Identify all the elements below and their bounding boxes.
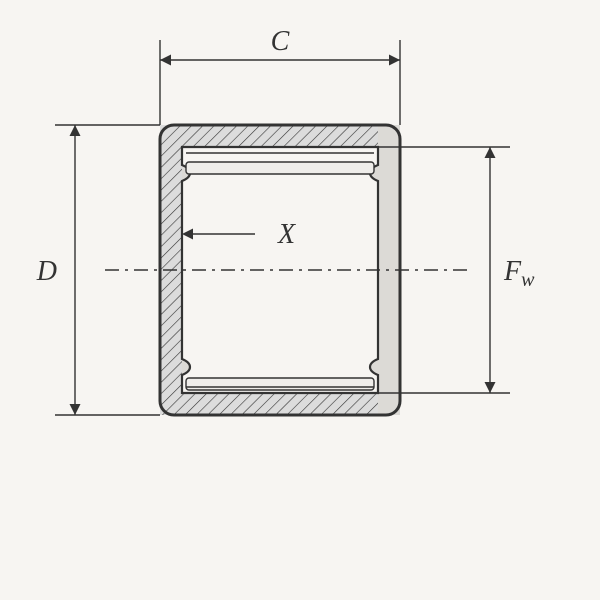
dim-label-Fw: Fw	[503, 256, 535, 291]
cup-hatch-top	[160, 125, 400, 147]
roller-bottom	[186, 378, 374, 390]
roller-top	[186, 162, 374, 174]
dim-label-C: C	[271, 26, 290, 57]
dim-label-X: X	[277, 219, 296, 250]
dimensions: C D Fw X	[36, 26, 535, 415]
cup-hatch-bottom	[160, 393, 400, 415]
bearing-section	[105, 125, 470, 415]
dim-label-D: D	[36, 256, 57, 287]
